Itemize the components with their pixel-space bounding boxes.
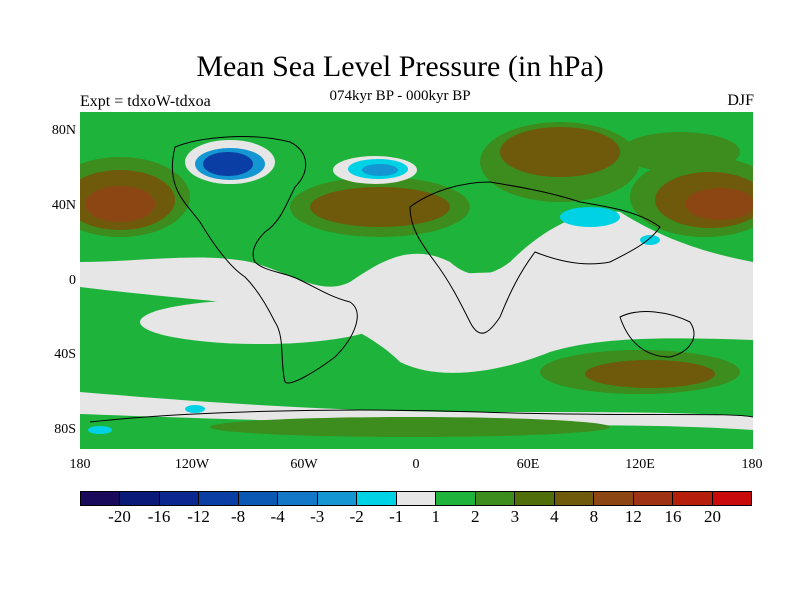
chart-subtitle: 074kyr BP - 000kyr BP	[329, 88, 471, 104]
region-north-atlantic-low-blue	[362, 164, 398, 176]
x-tick-120E: 120E	[625, 457, 655, 472]
region-north-pacific-redbrown	[85, 186, 155, 222]
y-tick-40S: 40S	[54, 347, 76, 362]
x-tick-180-right: 180	[741, 457, 763, 472]
colorbar-swatch	[515, 492, 555, 505]
colorbar-label: 12	[624, 507, 642, 526]
region-south-neutral-2	[310, 272, 680, 354]
colorbar-swatch	[278, 492, 318, 505]
colorbar-label: 4	[550, 507, 559, 526]
experiment-label: Expt = tdxoW-tdxoa	[80, 93, 211, 110]
region-siberia-brown	[500, 127, 620, 177]
region-north-atlantic-brown	[310, 187, 450, 227]
colorbar-swatch	[159, 492, 200, 505]
colorbar-swatch	[120, 492, 160, 505]
colorbar-swatch	[357, 492, 397, 505]
colorbar-swatch	[673, 492, 713, 505]
colorbar-label: 20	[703, 507, 721, 526]
colorbar-swatch	[396, 492, 437, 505]
colorbar-swatch	[554, 492, 595, 505]
map-canvas	[80, 112, 753, 449]
colorbar-label: -2	[349, 507, 364, 526]
region-south-cyan-1	[185, 405, 205, 413]
australia-outline	[619, 311, 695, 358]
eurasia-africa-outline	[409, 181, 661, 334]
x-tick-0: 0	[412, 457, 420, 472]
y-tick-40N: 40N	[51, 198, 76, 213]
colorbar-swatch	[594, 492, 634, 505]
region-antarctic-darkgreen	[210, 417, 610, 437]
x-tick-60W: 60W	[290, 457, 318, 472]
colorbar-label: -8	[231, 507, 246, 526]
colorbar-swatch	[475, 492, 516, 505]
y-tick-0: 0	[69, 273, 76, 288]
colorbar-label: 1	[431, 507, 441, 526]
colorbar-swatch	[712, 492, 751, 505]
colorbar-swatch	[633, 492, 674, 505]
colorbar-label: 8	[589, 507, 599, 526]
y-tick-80S: 80S	[54, 422, 76, 437]
region-antarctic-neutral	[80, 392, 753, 430]
region-canada-low-darkblue	[203, 152, 253, 176]
region-arctic-darkgreen	[620, 132, 740, 172]
colorbar-label: -20	[108, 507, 131, 526]
region-nw-pacific-redbrown	[685, 188, 753, 220]
colorbar-label: -4	[270, 507, 285, 526]
colorbar-label: 3	[510, 507, 520, 526]
x-tick-180-left: 180	[69, 457, 91, 472]
colorbar-swatch	[238, 492, 279, 505]
region-south-pacific-brown	[585, 360, 715, 388]
colorbar-label: -12	[187, 507, 210, 526]
coastlines	[89, 136, 753, 423]
colorbar-label: 16	[664, 507, 682, 526]
colorbar-swatch	[317, 492, 358, 505]
colorbar-label: 2	[471, 507, 480, 526]
antarctica-outline	[89, 409, 753, 423]
y-tick-80N: 80N	[51, 123, 76, 138]
colorbar-label: -3	[310, 507, 325, 526]
x-tick-60E: 60E	[516, 457, 540, 472]
colorbar-swatch	[199, 492, 239, 505]
region-south-cyan-2	[88, 426, 112, 434]
season-label: DJF	[727, 92, 754, 109]
colorbar-swatch	[436, 492, 476, 505]
colorbar-label: -16	[147, 507, 171, 526]
colorbar-swatch	[81, 492, 121, 505]
pressure-map	[80, 112, 753, 449]
colorbar	[80, 491, 752, 506]
x-tick-120W: 120W	[174, 457, 210, 472]
americas-outline	[171, 136, 358, 384]
region-south-neutral-1	[140, 300, 380, 344]
colorbar-label: -1	[389, 507, 404, 526]
chart-title: Mean Sea Level Pressure (in hPa)	[196, 50, 604, 83]
region-tibet-low-cyan	[560, 207, 620, 227]
